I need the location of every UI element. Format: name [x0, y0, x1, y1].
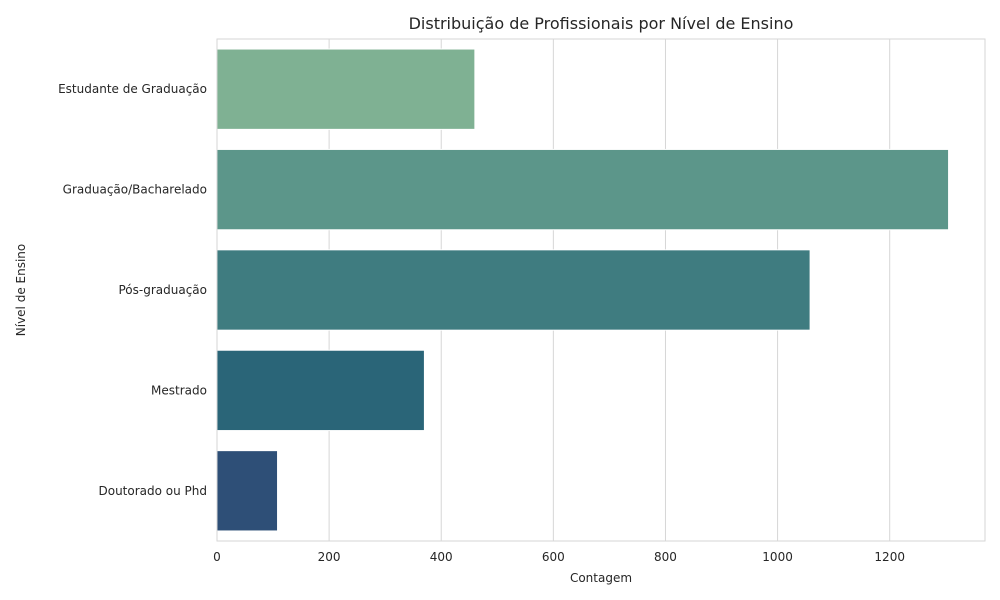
y-tick-label: Doutorado ou Phd — [98, 484, 207, 498]
bars — [216, 48, 950, 532]
y-axis-label: Nível de Ensino — [14, 244, 28, 336]
x-tick-label: 800 — [654, 550, 677, 564]
y-tick-label: Mestrado — [151, 383, 207, 397]
bar-0 — [216, 48, 476, 130]
bar-4 — [216, 450, 279, 532]
x-tick-label: 1200 — [874, 550, 905, 564]
x-tick-label: 0 — [213, 550, 221, 564]
bar-3 — [216, 349, 425, 432]
bar-2 — [216, 249, 811, 331]
bar-1 — [216, 148, 950, 231]
x-tick-labels: 0 200 400 600 800 1000 1200 — [213, 550, 905, 564]
y-tick-labels: Estudante de Graduação Graduação/Bacharel… — [58, 82, 207, 498]
x-tick-label: 200 — [318, 550, 341, 564]
chart-title: Distribuição de Profissionais por Nível … — [409, 14, 794, 33]
y-tick-label: Pós-graduação — [118, 283, 207, 297]
y-tick-label: Estudante de Graduação — [58, 82, 207, 96]
x-tick-label: 400 — [430, 550, 453, 564]
x-axis-label: Contagem — [570, 571, 632, 585]
plot-frame — [216, 38, 986, 542]
y-tick-label: Graduação/Bacharelado — [63, 183, 207, 197]
x-tick-label: 1000 — [762, 550, 793, 564]
x-tick-label: 600 — [542, 550, 565, 564]
